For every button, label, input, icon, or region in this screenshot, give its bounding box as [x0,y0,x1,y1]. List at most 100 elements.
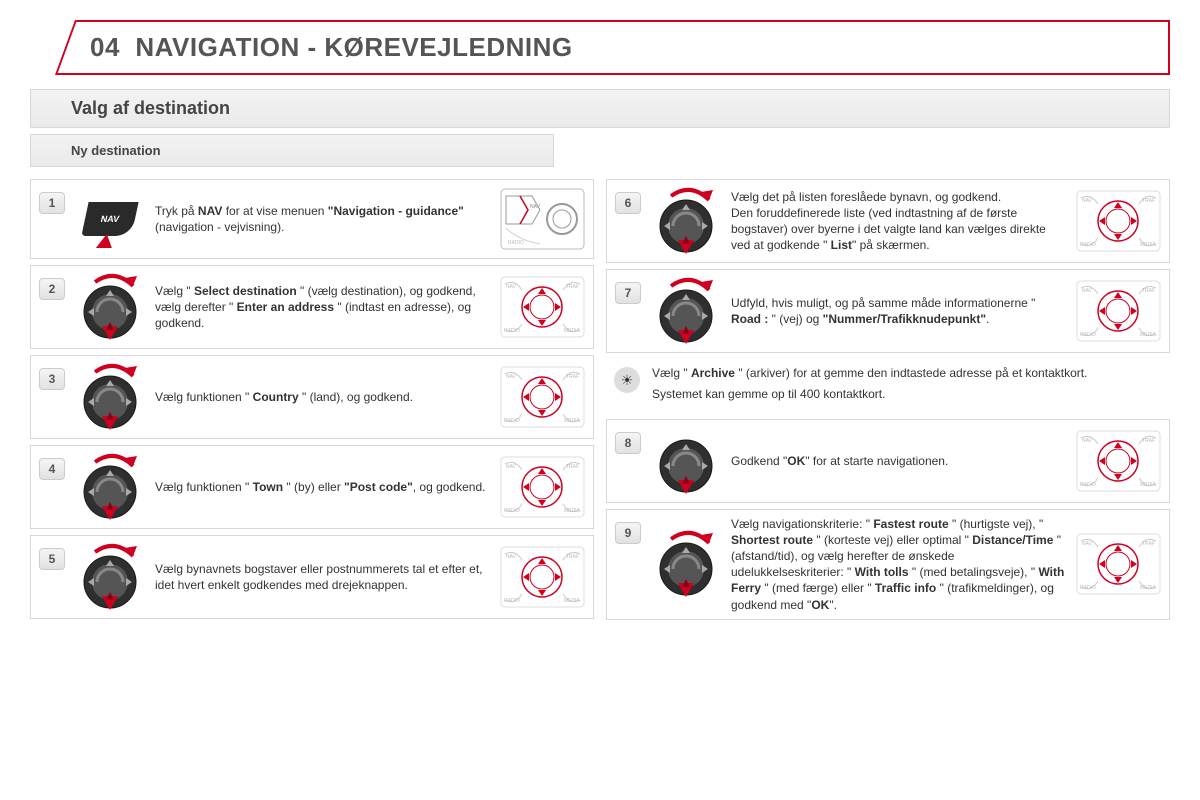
svg-text:NAV: NAV [506,374,517,380]
step-text: Vælg navigationskriterie: " Fastest rout… [731,516,1066,613]
page-title-bar: 04 NAVIGATION - KØREVEJLEDNING [30,20,1170,75]
panel-diagram: NAV RADIO [500,188,585,250]
svg-text:TRAF: TRAF [1142,438,1155,444]
step-9: 9 Vælg navigationskriterie: " Fastest ro… [606,509,1170,620]
step-8: 8 Godkend "OK" for at starte navigatione… [606,419,1170,503]
panel-diagram: NAV TRAF RADIO MEDIA [1076,190,1161,252]
step-icon [651,529,721,599]
svg-text:MEDIA: MEDIA [1140,242,1157,248]
steps-columns: 1 NAV Tryk på NAV for at vise menuen "Na… [30,179,1170,620]
right-column: 6 Vælg det på listen foreslåede bynavn, … [606,179,1170,620]
svg-text:TRAF: TRAF [566,554,579,560]
step-1: 1 NAV Tryk på NAV for at vise menuen "Na… [30,179,594,259]
step-number: 2 [39,278,65,300]
panel-diagram: NAV TRAF RADIO MEDIA [500,276,585,338]
step-number: 5 [39,548,65,570]
knob-icon [75,362,145,432]
svg-text:TRAF: TRAF [1142,198,1155,204]
step-text: Vælg funktionen " Town " (by) eller "Pos… [155,479,490,495]
svg-text:RADIO: RADIO [1080,585,1096,591]
panel-diagram: NAV TRAF RADIO MEDIA [500,546,585,608]
page-number: 04 [90,32,120,62]
press-arrow-icon [96,234,115,248]
step-number: 3 [39,368,65,390]
section-heading: Valg af destination [30,89,1170,128]
svg-text:RADIO: RADIO [1080,332,1096,338]
svg-text:MEDIA: MEDIA [564,508,581,514]
svg-text:RADIO: RADIO [1080,242,1096,248]
step-number: 1 [39,192,65,214]
tip-note: ☀ Vælg " Archive " (arkiver) for at gemm… [606,359,1170,413]
svg-text:RADIO: RADIO [504,598,520,604]
step-number: 8 [615,432,641,454]
control-panel-icon: NAV TRAF RADIO MEDIA [1076,280,1161,342]
svg-text:RADIO: RADIO [504,328,520,334]
step-text: Vælg funktionen " Country " (land), og g… [155,389,490,405]
knob-icon [651,426,721,496]
step-5: 5 Vælg bynavnets bogstaver eller postnum… [30,535,594,619]
svg-text:NAV: NAV [506,284,517,290]
step-4: 4 Vælg funktionen " Town " (by) eller "P… [30,445,594,529]
panel-diagram: NAV TRAF RADIO MEDIA [1076,430,1161,492]
svg-text:RADIO: RADIO [504,418,520,424]
svg-text:RADIO: RADIO [504,508,520,514]
svg-text:RADIO: RADIO [1080,482,1096,488]
panel-diagram: NAV TRAF RADIO MEDIA [500,366,585,428]
step-3: 3 Vælg funktionen " Country " (land), og… [30,355,594,439]
step-text: Vælg bynavnets bogstaver eller postnumme… [155,561,490,593]
step-text: Vælg " Select destination " (vælg destin… [155,283,490,332]
step-text: Tryk på NAV for at vise menuen "Navigati… [155,203,490,235]
svg-text:MEDIA: MEDIA [1140,585,1157,591]
svg-text:TRAF: TRAF [1142,541,1155,547]
left-column: 1 NAV Tryk på NAV for at vise menuen "Na… [30,179,594,620]
step-icon [75,362,145,432]
control-panel-icon: NAV TRAF RADIO MEDIA [500,456,585,518]
step-6: 6 Vælg det på listen foreslåede bynavn, … [606,179,1170,263]
svg-text:TRAF: TRAF [566,464,579,470]
step-icon [651,186,721,256]
step-7: 7 Udfyld, hvis muligt, og på samme måde … [606,269,1170,353]
svg-text:MEDIA: MEDIA [564,598,581,604]
step-text: Vælg det på listen foreslåede bynavn, og… [731,189,1066,254]
svg-text:MEDIA: MEDIA [1140,332,1157,338]
svg-text:NAV: NAV [506,464,517,470]
control-panel-icon: NAV TRAF RADIO MEDIA [500,546,585,608]
svg-text:NAV: NAV [1082,198,1093,204]
svg-text:TRAF: TRAF [566,374,579,380]
control-panel-icon: NAV TRAF RADIO MEDIA [1076,430,1161,492]
knob-icon [651,276,721,346]
step-text: Godkend "OK" for at starte navigationen. [731,453,1066,469]
control-panel-icon: NAV TRAF RADIO MEDIA [1076,533,1161,595]
svg-text:NAV: NAV [530,204,541,210]
knob-icon [651,529,721,599]
control-panel-icon: NAV TRAF RADIO MEDIA [500,366,585,428]
step-icon [651,276,721,346]
svg-text:MEDIA: MEDIA [564,328,581,334]
step-2: 2 Vælg " Select destination " (vælg dest… [30,265,594,349]
knob-icon [75,542,145,612]
page-title: 04 NAVIGATION - KØREVEJLEDNING [90,32,1148,63]
knob-icon [75,272,145,342]
step-number: 7 [615,282,641,304]
step-icon [651,426,721,496]
svg-text:MEDIA: MEDIA [1140,482,1157,488]
step-icon: NAV [75,202,145,236]
knob-icon [651,186,721,256]
svg-text:MEDIA: MEDIA [564,418,581,424]
page-title-text: NAVIGATION - KØREVEJLEDNING [135,32,572,62]
panel-diagram: NAV TRAF RADIO MEDIA [1076,280,1161,342]
svg-text:NAV: NAV [1082,541,1093,547]
control-panel-icon: NAV TRAF RADIO MEDIA [500,276,585,338]
control-panel-icon: NAV TRAF RADIO MEDIA [1076,190,1161,252]
panel-diagram: NAV TRAF RADIO MEDIA [1076,533,1161,595]
step-number: 9 [615,522,641,544]
tip-icon: ☀ [614,367,640,393]
step-icon [75,542,145,612]
step-number: 4 [39,458,65,480]
nav-button-icon: NAV [81,202,138,236]
svg-text:TRAF: TRAF [566,284,579,290]
tip-text: Vælg " Archive " (arkiver) for at gemme … [652,365,1087,407]
step-number: 6 [615,192,641,214]
panel-diagram: NAV TRAF RADIO MEDIA [500,456,585,518]
knob-icon [75,452,145,522]
